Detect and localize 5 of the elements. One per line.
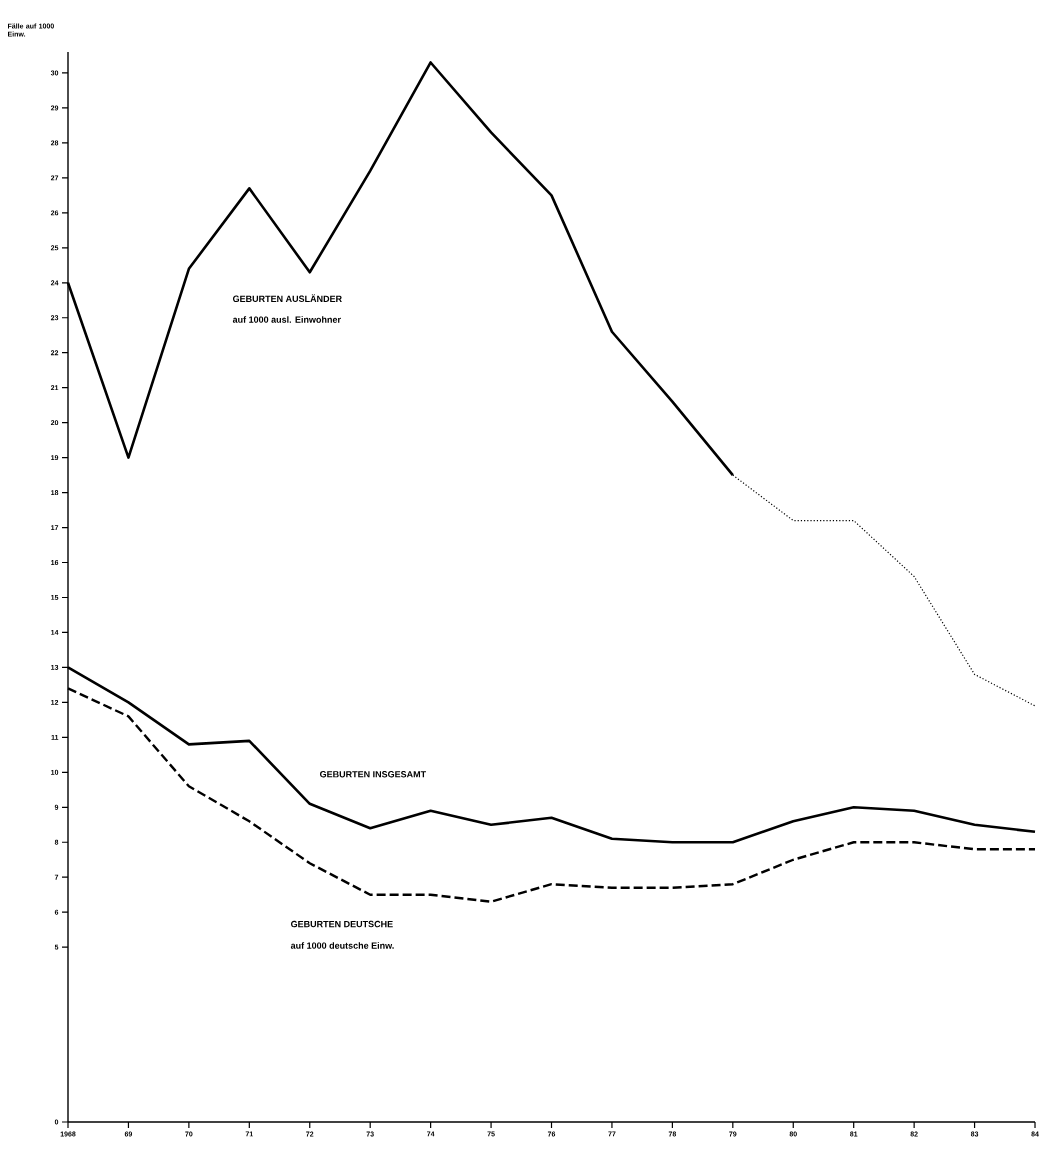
annotation: GEBURTEN AUSLÄNDER	[232, 294, 342, 302]
annotation: auf 1000 deutsche Einw.	[290, 942, 394, 949]
annotation: auf 1000 ausl. Einwohner	[232, 316, 341, 323]
annotation: GEBURTEN INSGESAMT	[320, 771, 427, 778]
annotation: GEBURTEN DEUTSCHE	[290, 920, 393, 928]
